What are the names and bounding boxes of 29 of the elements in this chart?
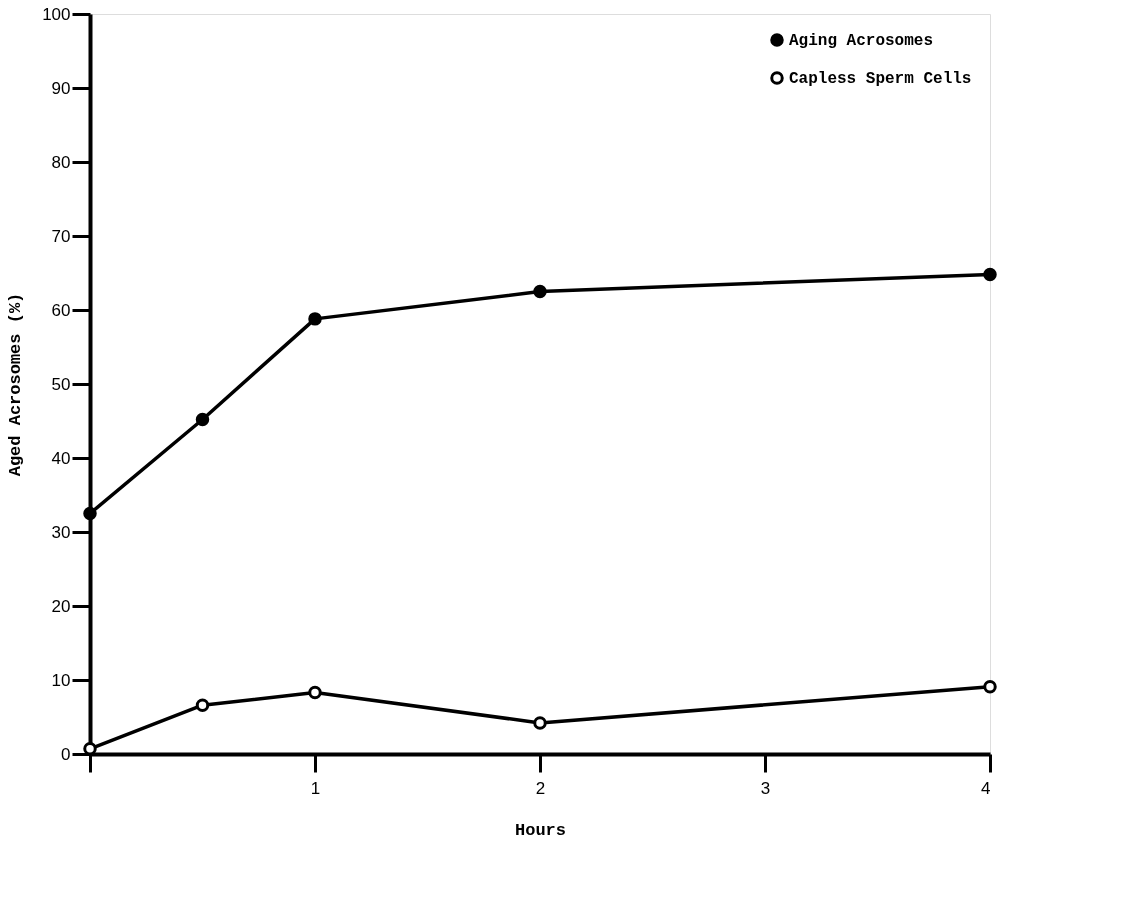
point: [83, 506, 97, 521]
point: [983, 267, 997, 282]
y-tick-label: 20: [51, 596, 71, 616]
y-tick-label: 60: [51, 300, 71, 320]
y-tick-label: 80: [51, 152, 71, 172]
point: [195, 698, 210, 712]
point: [983, 679, 997, 694]
point: [195, 412, 210, 427]
x-tick-label: 1: [310, 778, 321, 798]
point: [533, 716, 547, 730]
legend-label: Capless Sperm Cells: [789, 70, 972, 88]
legend-label: Aging Acrosomes: [789, 32, 934, 50]
y-tick-label: 50: [51, 374, 71, 394]
y-tick-label: 10: [51, 670, 71, 690]
point: [83, 742, 97, 756]
x-axis-title: Hours: [514, 820, 567, 840]
x-tick-label: 3: [760, 778, 771, 798]
y-tick-label: 70: [51, 226, 71, 246]
point: [308, 685, 322, 700]
x-tick-label: 2: [535, 778, 546, 798]
point: [308, 312, 322, 326]
y-tick-label: 90: [51, 78, 71, 98]
x-tick-label: 4: [981, 778, 991, 798]
point: [533, 284, 547, 299]
y-axis-title: Aged Acrosomes (%): [6, 292, 26, 477]
y-tick-label: 100: [42, 4, 71, 24]
y-tick-label: 40: [51, 448, 71, 468]
y-tick-label: 0: [61, 744, 71, 764]
y-tick-label: 30: [51, 522, 71, 542]
